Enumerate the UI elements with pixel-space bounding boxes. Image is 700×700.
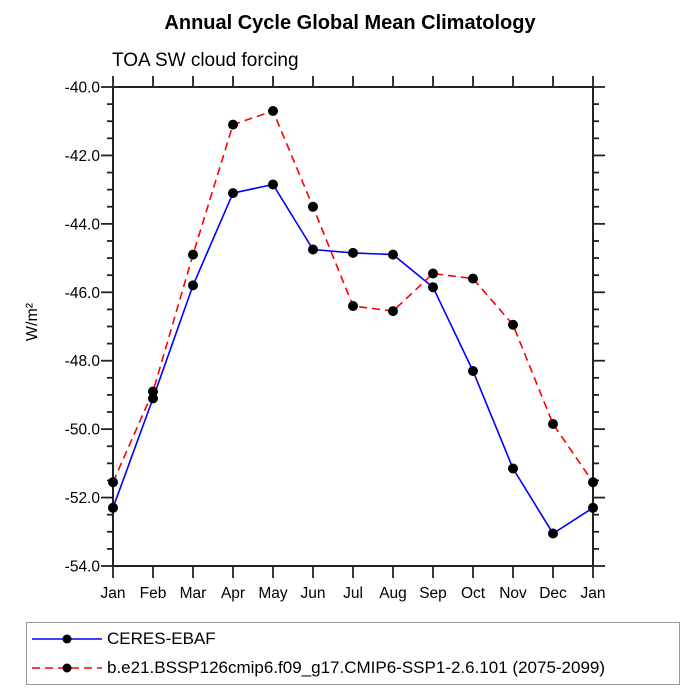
y-tick-label: -42.0 xyxy=(65,148,101,165)
data-point-s0 xyxy=(228,188,238,199)
x-tick-label: Jan xyxy=(581,585,606,602)
legend-sample-solid-line xyxy=(32,634,102,644)
data-point-s1 xyxy=(508,319,518,330)
y-tick-label: -44.0 xyxy=(65,216,101,233)
y-tick-label: -50.0 xyxy=(65,422,101,439)
data-point-s0 xyxy=(268,179,278,190)
y-tick-label: -48.0 xyxy=(65,353,101,370)
x-tick-label: Oct xyxy=(461,585,486,602)
data-point-s0 xyxy=(108,502,118,513)
data-point-s0 xyxy=(428,282,438,293)
x-tick-label: Nov xyxy=(499,585,527,602)
legend-entry-1: b.e21.BSSP126cmip6.f09_g17.CMIP6-SSP1-2.… xyxy=(30,654,679,682)
legend: CERES-EBAF b.e21.BSSP126cmip6.f09_g17.CMI… xyxy=(26,622,680,685)
data-point-s1 xyxy=(308,201,318,212)
data-point-s1 xyxy=(388,306,398,317)
data-point-s1 xyxy=(468,273,478,284)
data-point-s1 xyxy=(548,419,558,429)
data-point-s0 xyxy=(148,393,158,404)
y-tick-label: -52.0 xyxy=(65,490,101,507)
y-tick-label: -46.0 xyxy=(65,285,101,302)
data-point-s0 xyxy=(548,528,558,539)
legend-sample-dashed-line xyxy=(32,663,102,673)
data-point-s0 xyxy=(388,249,398,260)
data-point-s1 xyxy=(148,386,158,397)
data-point-s0 xyxy=(348,247,358,258)
chart-title: Annual Cycle Global Mean Climatology xyxy=(164,12,536,34)
data-point-s0 xyxy=(308,244,318,255)
data-point-s0 xyxy=(188,280,198,291)
y-tick-label: -54.0 xyxy=(65,559,101,576)
x-tick-label: Aug xyxy=(379,585,407,602)
data-point-s0 xyxy=(468,366,478,376)
data-point-s1 xyxy=(428,268,438,279)
legend-label-1: b.e21.BSSP126cmip6.f09_g17.CMIP6-SSP1-2.… xyxy=(107,658,606,678)
series-line-0 xyxy=(112,183,594,535)
data-point-s1 xyxy=(228,119,238,130)
y-tick-label: -40.0 xyxy=(65,80,101,97)
x-tick-label: Jun xyxy=(301,585,326,602)
series-line-1 xyxy=(112,110,594,483)
x-tick-label: Sep xyxy=(419,585,447,602)
data-point-s1 xyxy=(188,249,198,260)
x-tick-label: Apr xyxy=(221,585,245,602)
legend-marker-dot xyxy=(62,634,72,644)
data-point-s1 xyxy=(348,301,358,311)
x-tick-label: Jan xyxy=(101,585,126,602)
data-point-s0 xyxy=(588,502,598,513)
data-point-s1 xyxy=(588,477,598,488)
chart-subtitle: TOA SW cloud forcing xyxy=(112,50,299,71)
data-point-s0 xyxy=(508,463,518,474)
plot-frame xyxy=(112,86,594,567)
legend-label-0: CERES-EBAF xyxy=(107,628,216,648)
x-tick-label: Feb xyxy=(140,585,167,602)
x-tick-label: Jul xyxy=(343,585,363,602)
data-point-s1 xyxy=(108,477,118,488)
legend-marker-dot xyxy=(62,663,72,673)
x-tick-label: Dec xyxy=(539,585,567,602)
x-tick-label: May xyxy=(258,585,288,602)
data-point-s1 xyxy=(268,106,278,116)
legend-entry-0: CERES-EBAF xyxy=(30,625,679,653)
x-tick-label: Mar xyxy=(180,585,207,602)
